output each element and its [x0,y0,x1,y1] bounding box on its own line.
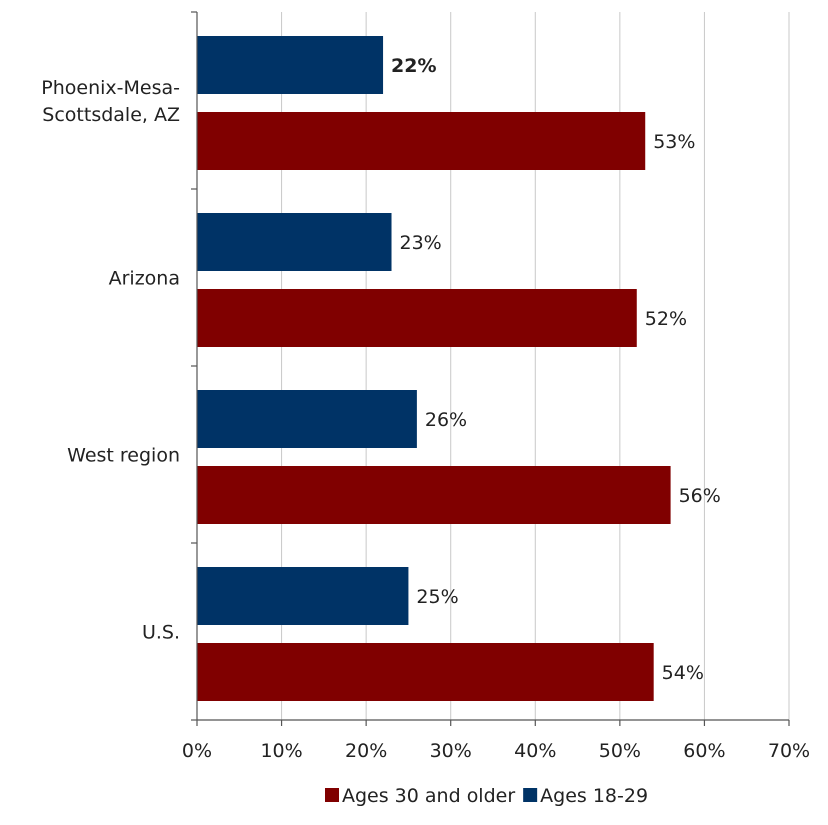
x-tick-label: 50% [599,740,641,762]
legend: Ages 30 and older Ages 18-29 [325,785,648,807]
bar-ages-30-and-older-3 [197,643,654,701]
data-label: 26% [425,409,467,431]
x-tick-labels: 0% 10% 20% 30% 40% 50% 60% 70% [182,740,810,762]
bar-ages-18-29-1 [197,213,392,271]
data-label: 53% [653,131,695,153]
data-label: 23% [400,232,442,254]
x-tick-label: 60% [683,740,725,762]
bar-ages-30-and-older-2 [197,466,671,524]
data-label: 56% [679,485,721,507]
bar-ages-30-and-older-0 [197,112,646,170]
x-tick-label: 20% [345,740,387,762]
bar-ages-18-29-3 [197,567,409,625]
category-label: Arizona [109,268,180,290]
category-labels: Phoenix-Mesa-Scottsdale, AZ Arizona West r… [41,77,180,644]
x-tick-label: 40% [514,740,556,762]
x-tick-label: 30% [430,740,472,762]
legend-label: Ages 30 and older [342,785,515,807]
x-tick-label: 10% [260,740,302,762]
legend-label: Ages 18-29 [540,785,648,807]
bar-ages-18-29-2 [197,390,417,448]
category-label: West region [67,445,180,467]
data-label: 54% [662,662,704,684]
data-label: 52% [645,308,687,330]
data-label: 22% [391,55,436,77]
legend-swatch [523,788,538,802]
bars [197,36,671,701]
bar-ages-30-and-older-1 [197,289,637,347]
legend-swatch [325,788,339,802]
x-tick-label: 70% [768,740,810,762]
x-tick-label: 0% [182,740,212,762]
category-label: U.S. [142,622,180,644]
data-label: 25% [416,586,458,608]
data-labels: 22% 23% 26% 25% 53% 52% 56% 54% [391,55,721,684]
category-label: Phoenix-Mesa-Scottsdale, AZ [41,77,180,126]
bar-ages-18-29-0 [197,36,384,94]
axes [191,11,790,726]
